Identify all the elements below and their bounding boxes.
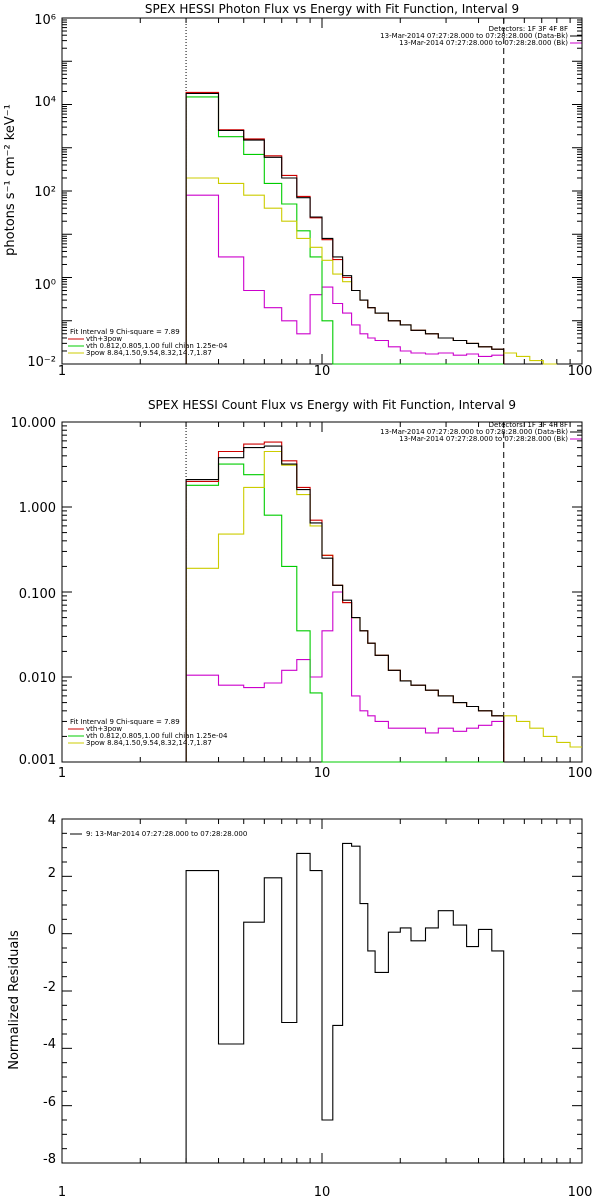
fit-annotation: Fit Interval 9 Chi-square = 7.89 vth+3po… (68, 328, 228, 357)
panel-title: SPEX HESSI Photon Flux vs Energy with Fi… (145, 2, 519, 16)
y-tick-label: 0.001 (19, 753, 56, 768)
x-tick-label: 10 (314, 364, 331, 379)
x-tick-label: 100 (568, 1185, 593, 1200)
y-tick-label: 4 (48, 813, 56, 828)
annotation-line: vth 0.812,0.805,1.00 full chian 1.25e-04 (86, 732, 228, 740)
x-tick-label: 1 (58, 1185, 66, 1200)
series-3pow-tail (503, 715, 582, 748)
y-tick-label: 10⁻² (27, 355, 56, 370)
legend-entry: 13-Mar-2014 07:27:28.000 to 07:28:28.000… (399, 435, 568, 443)
x-tick-label: 1 (58, 766, 66, 781)
legend-header: Detectors: 1F 3F 4F 8F (489, 421, 568, 429)
x-tick-label: 1 (58, 364, 66, 379)
annotation-line: 3pow 8.84,1.50,9.54,8.32,14.7,1.87 (86, 349, 212, 357)
annotation-line: vth+3pow (86, 725, 122, 733)
annotation-line: vth 0.812,0.805,1.00 full chian 1.25e-04 (86, 342, 228, 350)
residuals-panel: Normalized Residuals 1 10 100 -8 -6 -4 -… (7, 813, 592, 1200)
series-data-minus-bk (185, 92, 505, 364)
series-residuals (185, 842, 505, 1163)
annotation-line: Fit Interval 9 Chi-square = 7.89 (70, 328, 180, 336)
y-axis-label: photons s⁻¹ cm⁻² keV⁻¹ (3, 104, 18, 256)
legend-entry: 13-Mar-2014 07:27:28.000 to 07:28:28.000… (380, 32, 568, 40)
annotation-line: vth+3pow (86, 335, 122, 343)
y-axis-label: Normalized Residuals (7, 930, 22, 1070)
series-3pow-tail (503, 352, 557, 365)
legend-entry: 9: 13-Mar-2014 07:27:28.000 to 07:28:28.… (86, 830, 247, 838)
y-tick-label: 2 (48, 866, 56, 881)
x-tick-label: 10 (314, 766, 331, 781)
panel-title: SPEX HESSI Count Flux vs Energy with Fit… (148, 398, 516, 412)
legend-entry: 13-Mar-2014 07:27:28.000 to 07:28:28.000… (380, 428, 568, 436)
legend-entry: 13-Mar-2014 07:27:28.000 to 07:28:28.000… (399, 39, 568, 47)
x-tick-label: 100 (568, 766, 593, 781)
series-3pow (185, 450, 505, 762)
y-tick-label: 10⁰ (34, 278, 56, 293)
annotation-line: Fit Interval 9 Chi-square = 7.89 (70, 718, 180, 726)
series-vth (185, 463, 504, 763)
series-background (185, 591, 505, 762)
y-tick-label: 0 (48, 923, 56, 938)
fit-annotation: Fit Interval 9 Chi-square = 7.89 vth+3po… (68, 718, 228, 747)
y-tick-label: 0.010 (19, 671, 56, 686)
y-tick-label: 10.000 (11, 416, 57, 431)
y-tick-label: -6 (43, 1095, 56, 1110)
y-tick-label: -8 (43, 1152, 56, 1167)
series-data-minus-bk (185, 445, 505, 762)
y-tick-label: 1.000 (19, 501, 56, 516)
annotation-line: 3pow 8.84,1.50,9.54,8.32,14.7,1.87 (86, 739, 212, 747)
count-flux-panel: SPEX HESSI Count Flux vs Energy with Fit… (11, 398, 593, 781)
legend: 9: 13-Mar-2014 07:27:28.000 to 07:28:28.… (70, 830, 247, 838)
y-tick-label: 0.100 (19, 587, 56, 602)
series-vth (185, 96, 504, 365)
y-tick-label: 10⁶ (34, 13, 56, 28)
series-vth-3pow (185, 441, 505, 762)
x-tick-label: 100 (568, 364, 593, 379)
y-tick-label: 10⁴ (34, 95, 56, 110)
y-tick-label: 10² (34, 185, 56, 200)
photon-flux-panel: SPEX HESSI Photon Flux vs Energy with Fi… (3, 2, 592, 379)
legend: Detectors: 1F 3F 4F 8F 13-Mar-2014 07:27… (380, 25, 582, 47)
legend: Detectors: 1F 3F 4F 8F 13-Mar-2014 07:27… (380, 421, 582, 443)
y-tick-label: -2 (43, 980, 56, 995)
series-3pow (185, 177, 505, 364)
legend-header: Detectors: 1F 3F 4F 8F (489, 25, 568, 33)
series-vth-3pow (185, 91, 505, 364)
series-background (185, 194, 505, 364)
y-tick-label: -4 (43, 1037, 56, 1052)
x-tick-label: 10 (314, 1185, 331, 1200)
